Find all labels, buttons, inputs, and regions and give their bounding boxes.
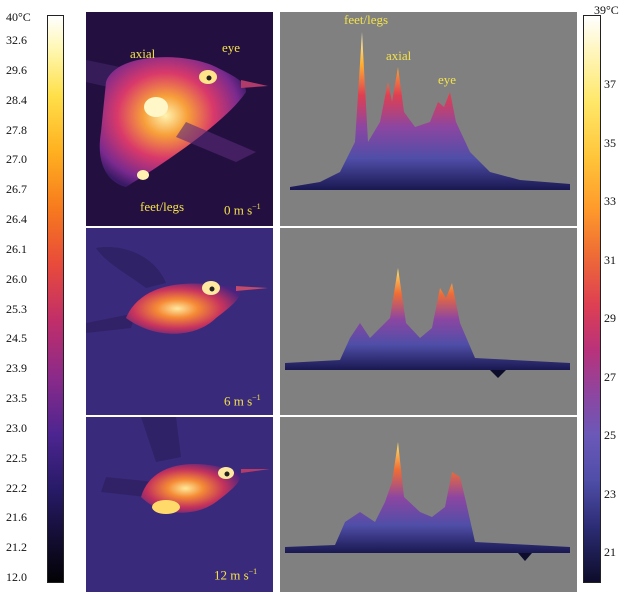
surface-plot-6ms — [280, 228, 577, 415]
hummingbird-thermal-hovering — [86, 12, 273, 226]
left-scale-tick: 26.7 — [6, 182, 27, 197]
left-scale-tick: 21.2 — [6, 540, 27, 555]
temperature-surface-6ms — [285, 268, 570, 378]
right-scale-tick: 37 — [604, 77, 616, 91]
surface-annotation-feet-legs: feet/legs — [344, 12, 389, 27]
right-scale-tick: 31 — [604, 252, 616, 267]
right-scale-tick: 35 — [604, 135, 616, 150]
surface-annotation-eye: eye — [438, 72, 457, 87]
left-scale-max-label: 40°C — [6, 10, 31, 24]
right-scale-tick: 21 — [604, 545, 616, 559]
right-scale-tick: 29 — [604, 311, 616, 325]
left-scale-tick: 23.9 — [6, 361, 27, 376]
thermal-image-0ms: axial eye feet/legs 0 m s−1 — [86, 12, 273, 226]
left-scale-tick: 22.2 — [6, 480, 27, 495]
left-scale-tick: 26.1 — [6, 241, 27, 256]
right-scale-max-label: 39°C — [594, 3, 619, 17]
thermal-image-12ms: 12 m s−1 — [86, 417, 273, 592]
temperature-surface-0ms — [290, 32, 570, 190]
left-scale-tick: 23.5 — [6, 391, 27, 405]
temperature-surface-12ms — [285, 442, 570, 561]
left-scale-tick: 27.8 — [6, 122, 27, 137]
left-scale-tick: 32.6 — [6, 33, 27, 47]
hummingbird-thermal-flying-12ms — [86, 417, 273, 592]
surface-plot-12ms — [280, 417, 577, 592]
thermal-image-6ms: 6 m s−1 — [86, 228, 273, 415]
right-scale-tick: 33 — [604, 194, 616, 208]
left-scale-tick: 23.0 — [6, 420, 27, 435]
right-scale-tick: 27 — [604, 369, 616, 384]
left-scale-tick: 27.0 — [6, 152, 27, 167]
hummingbird-thermal-flying-6ms — [86, 228, 273, 415]
left-scale-tick: 29.6 — [6, 62, 27, 77]
speed-label-6: 6 m s−1 — [224, 393, 261, 409]
left-scale-tick: 26.0 — [6, 271, 27, 286]
surface-annotation-axial: axial — [386, 48, 412, 63]
right-temperature-colorbar — [583, 15, 601, 583]
left-temperature-colorbar — [47, 15, 64, 583]
speed-label-0: 0 m s−1 — [224, 202, 261, 218]
left-scale-tick: 24.5 — [6, 331, 27, 346]
speed-label-12: 12 m s−1 — [214, 567, 258, 583]
left-scale-tick: 21.6 — [6, 510, 27, 525]
left-scale-tick: 22.5 — [6, 450, 27, 465]
surface-plot-0ms: feet/legs axial eye — [280, 12, 577, 226]
left-scale-tick: 12.0 — [6, 570, 27, 584]
left-scale-tick: 26.4 — [6, 212, 27, 226]
right-scale-tick: 23 — [604, 486, 616, 501]
right-scale-tick: 25 — [604, 428, 616, 442]
annotation-feet-legs: feet/legs — [140, 199, 185, 214]
annotation-axial: axial — [130, 46, 156, 61]
left-scale-tick: 28.4 — [6, 92, 27, 107]
annotation-eye: eye — [222, 40, 241, 55]
left-scale-tick: 25.3 — [6, 301, 27, 316]
